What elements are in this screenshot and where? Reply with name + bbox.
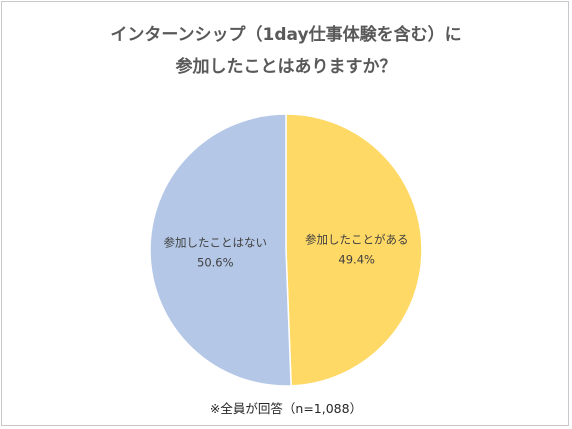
- slice-attended: [285, 113, 423, 387]
- slice-value-attended: 49.4%: [338, 253, 375, 267]
- slice-not-attended: [149, 113, 292, 387]
- chart-title-line-2: 参加したことはありますか？: [175, 57, 397, 77]
- respondent-note: ※全員が回答（n=1,088）: [209, 401, 363, 416]
- chart-title-line-1: インターンシップ（1day仕事体験を含む）に: [110, 25, 462, 45]
- slice-label-attended: 参加したことがある: [305, 233, 409, 247]
- slice-value-not-attended: 50.6%: [197, 255, 234, 269]
- slice-label-not-attended: 参加したことはない: [164, 235, 268, 249]
